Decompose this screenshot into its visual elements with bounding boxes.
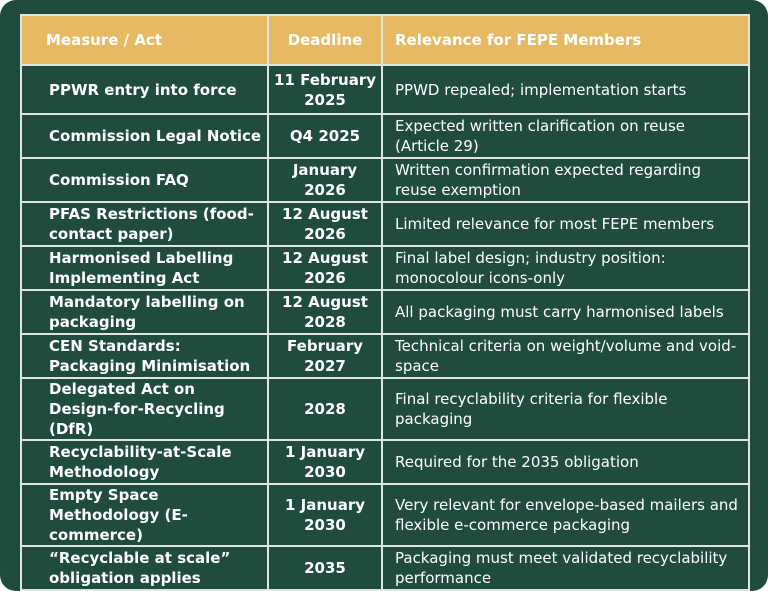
table-row: Commission FAQ January 2026 Written conf… [20,157,750,203]
regulation-timeline-table: Measure / Act Deadline Relevance for FEP… [20,14,750,591]
relevance-cell: Final recyclability criteria for flexibl… [381,377,750,441]
measure-cell: Commission Legal Notice [20,113,269,159]
deadline-cell: Q4 2025 [267,113,383,159]
relevance-cell: Final label design; industry position: m… [381,245,750,291]
table-row: CEN Standards: Packaging Minimisation Fe… [20,333,750,379]
relevance-cell: Required for the 2035 obligation [381,439,750,485]
deadline-cell: 11 February 2025 [267,64,383,115]
table-row: PFAS Restrictions (food-contact paper) 1… [20,201,750,247]
measure-cell: Recyclability-at-Scale Methodology [20,439,269,485]
measure-cell: “Recyclable at scale” obligation applies [20,545,269,591]
relevance-cell: Packaging must meet validated recyclabil… [381,545,750,591]
relevance-cell: All packaging must carry harmonised labe… [381,289,750,335]
table-row: PPWR entry into force 11 February 2025 P… [20,64,750,115]
table-row: Harmonised Labelling Implementing Act 12… [20,245,750,291]
measure-cell: Mandatory labelling on packaging [20,289,269,335]
measure-cell: PPWR entry into force [20,64,269,115]
table-row: “Recyclable at scale” obligation applies… [20,545,750,591]
relevance-cell: Very relevant for envelope-based mailers… [381,483,750,547]
relevance-cell: Expected written clarification on reuse … [381,113,750,159]
relevance-cell: Technical criteria on weight/volume and … [381,333,750,379]
table-row: Delegated Act on Design-for-Recycling (D… [20,377,750,441]
relevance-cell: Limited relevance for most FEPE members [381,201,750,247]
deadline-cell: January 2026 [267,157,383,203]
measure-cell: Commission FAQ [20,157,269,203]
table-row: Mandatory labelling on packaging 12 Augu… [20,289,750,335]
table-row: Recyclability-at-Scale Methodology 1 Jan… [20,439,750,485]
deadline-cell: 12 August 2026 [267,201,383,247]
deadline-cell: 1 January 2030 [267,483,383,547]
header-relevance: Relevance for FEPE Members [381,14,750,66]
deadline-cell: 12 August 2026 [267,245,383,291]
header-measure: Measure / Act [20,14,269,66]
deadline-cell: February 2027 [267,333,383,379]
header-deadline: Deadline [267,14,383,66]
deadline-cell: 2028 [267,377,383,441]
relevance-cell: Written confirmation expected regarding … [381,157,750,203]
deadline-cell: 12 August 2028 [267,289,383,335]
relevance-cell: PPWD repealed; implementation starts [381,64,750,115]
measure-cell: Delegated Act on Design-for-Recycling (D… [20,377,269,441]
measure-cell: PFAS Restrictions (food-contact paper) [20,201,269,247]
measure-cell: CEN Standards: Packaging Minimisation [20,333,269,379]
deadline-cell: 1 January 2030 [267,439,383,485]
table-row: Empty Space Methodology (E-commerce) 1 J… [20,483,750,547]
table-header-row: Measure / Act Deadline Relevance for FEP… [20,14,750,66]
measure-cell: Empty Space Methodology (E-commerce) [20,483,269,547]
table-row: Commission Legal Notice Q4 2025 Expected… [20,113,750,159]
deadline-cell: 2035 [267,545,383,591]
measure-cell: Harmonised Labelling Implementing Act [20,245,269,291]
